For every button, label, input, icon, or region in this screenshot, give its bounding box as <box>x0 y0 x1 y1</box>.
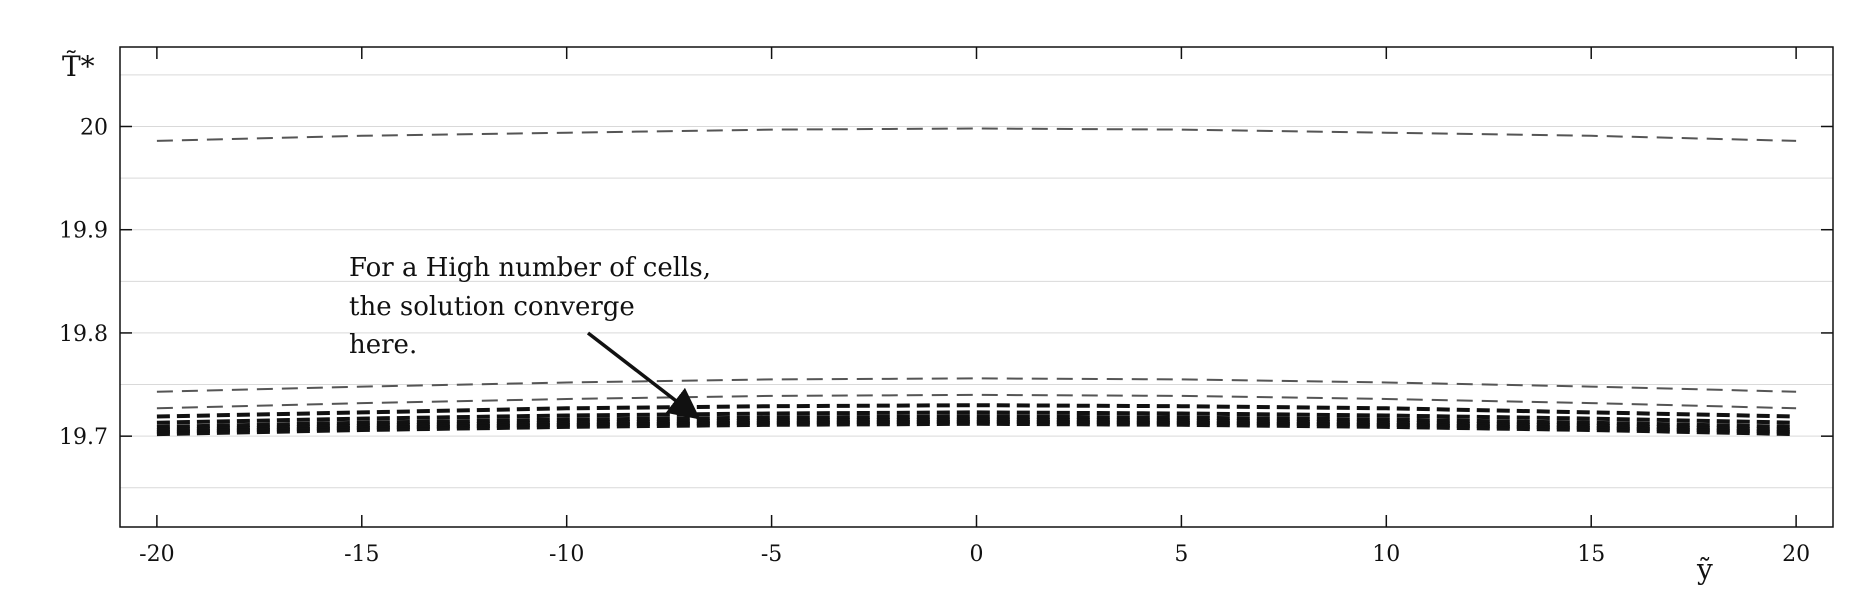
series-line-5 <box>156 410 1797 425</box>
y-axis-title: T̃* <box>62 50 95 83</box>
x-tick-label: 5 <box>1174 542 1188 567</box>
x-tick-label: 20 <box>1782 542 1810 567</box>
annotation-line-3: here. <box>349 330 417 360</box>
x-tick-label: 15 <box>1577 542 1605 567</box>
annotation-arrow <box>586 331 701 420</box>
axis-ticks <box>120 47 1833 527</box>
series-line-3 <box>156 393 1797 410</box>
y-tick-label: 19.8 <box>59 322 108 347</box>
x-tick-label: -10 <box>549 542 584 567</box>
annotation-line-2: the solution converge <box>349 292 635 322</box>
series-line-9 <box>156 421 1797 437</box>
x-tick-label: -20 <box>139 542 174 567</box>
series-line-1 <box>156 127 1797 142</box>
series-line-7 <box>156 417 1797 432</box>
annotation-line-1: For a High number of cells, <box>349 253 711 283</box>
x-tick-label: -5 <box>761 542 782 567</box>
series-line-8 <box>156 419 1797 434</box>
x-tick-label: 10 <box>1372 542 1400 567</box>
annotation: For a High number of cells, the solution… <box>349 253 711 420</box>
series-line-2 <box>156 377 1797 393</box>
y-tick-label: 19.9 <box>59 219 108 244</box>
x-tick-label: 0 <box>970 542 984 567</box>
plot-frame <box>119 46 1834 528</box>
x-tick-label: -15 <box>344 542 379 567</box>
series-group <box>156 127 1797 437</box>
y-tick-label: 19.7 <box>59 425 108 450</box>
series-line-6 <box>156 414 1797 429</box>
x-axis-title: ỹ <box>1696 553 1713 586</box>
series-line-4 <box>156 403 1797 419</box>
y-tick-label: 20 <box>80 115 108 140</box>
tick-labels: -20 -15 -10 -5 0 5 10 15 20 19.7 19.8 19.9 20 <box>59 115 1810 567</box>
grid <box>120 74 1833 489</box>
